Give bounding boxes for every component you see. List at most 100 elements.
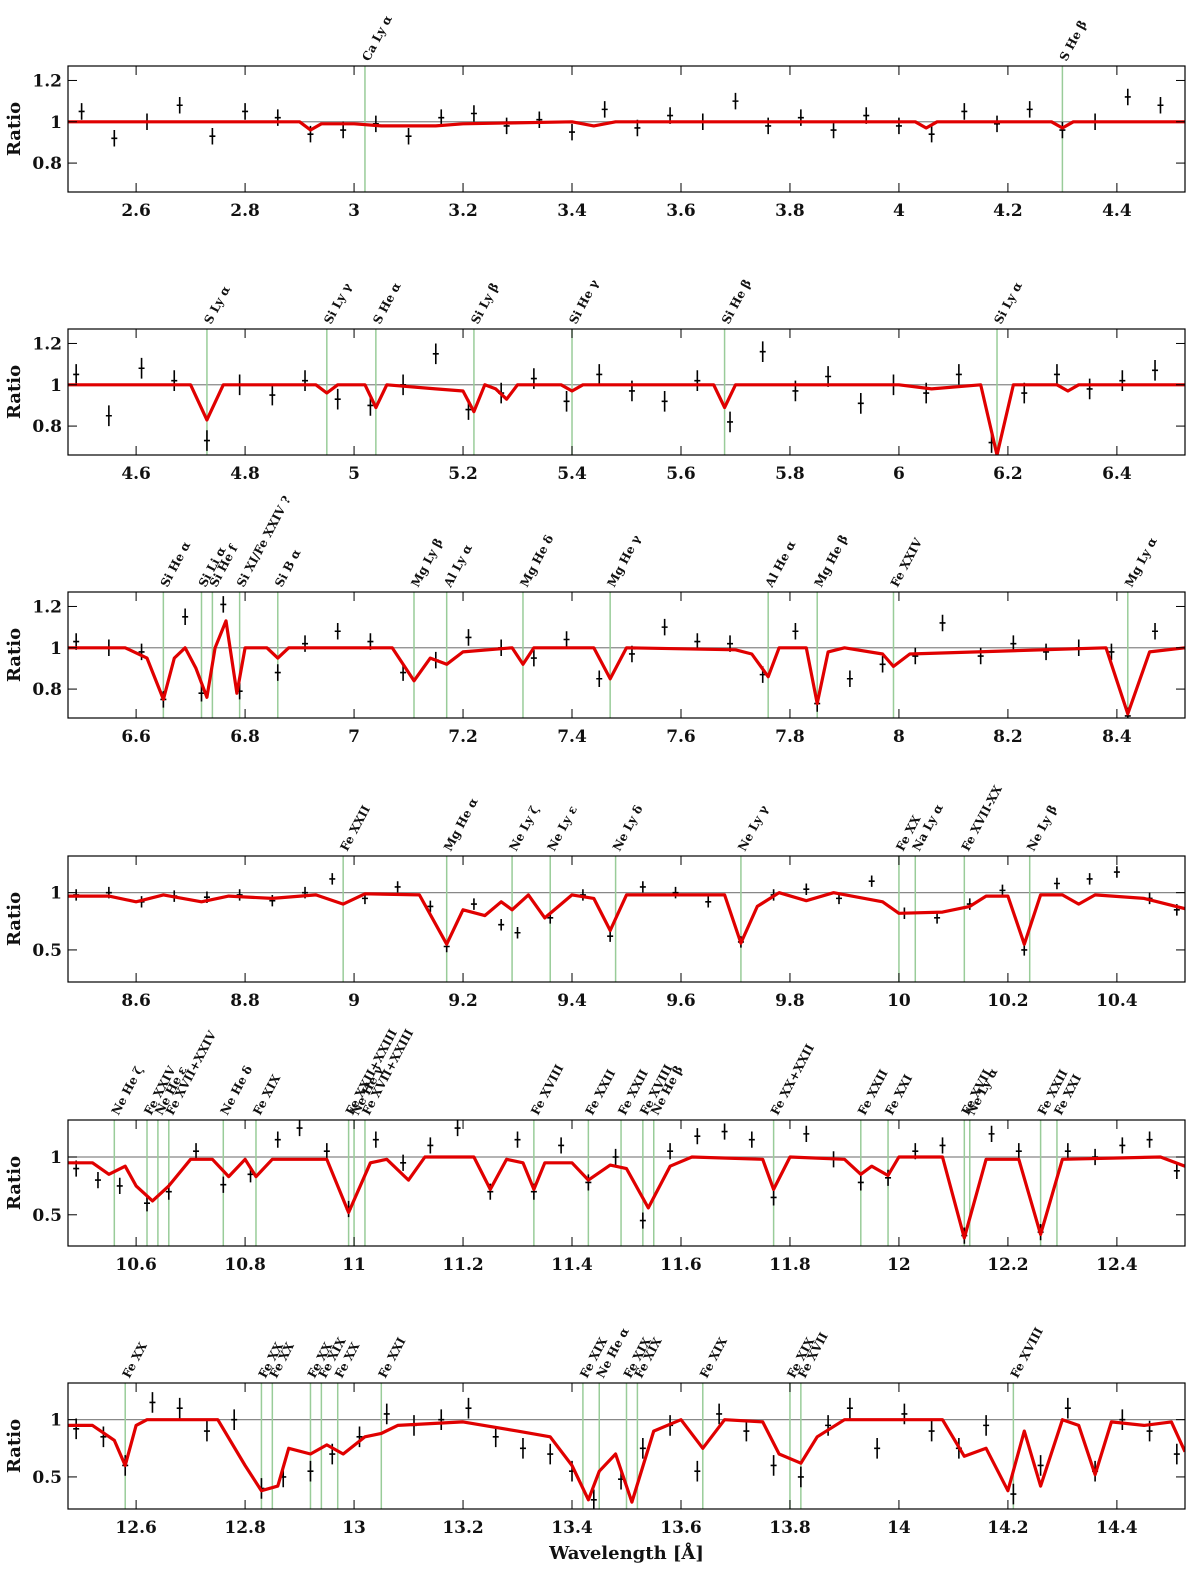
plot-area [68,856,1185,982]
data-point [383,1403,390,1425]
data-point [323,1143,330,1160]
x-tick-label: 4.8 [230,464,260,484]
y-tick-label: 0.8 [32,680,62,700]
x-tick-label: 5.6 [666,464,696,484]
data-point [955,364,962,385]
y-tick-label: 1 [50,884,62,904]
y-axis-label: Ratio [4,628,25,682]
data-point [1173,1443,1180,1465]
data-point [176,1397,183,1419]
line-label: Fe XVII-XX [959,782,1006,853]
x-tick-label: 7.8 [775,727,805,747]
plot-area [68,329,1185,455]
data-point [220,596,227,613]
x-axis-label: Wavelength [Å] [548,1541,704,1564]
model-curve [68,891,1185,946]
data-point [470,898,477,910]
data-point [1064,1397,1071,1419]
x-tick-label: 12.4 [1096,1255,1138,1275]
line-label: Si Ly α [991,279,1025,326]
plot-area [68,66,1185,192]
data-point [661,618,668,636]
data-point [427,900,434,913]
data-point [934,912,941,924]
x-tick-label: 3.8 [775,201,805,221]
data-point [1113,866,1120,878]
data-point [1124,88,1131,106]
data-point [825,1415,832,1436]
data-point [514,927,521,939]
line-label: S He α [370,280,404,327]
data-point [73,1418,80,1440]
data-point [274,109,281,126]
x-tick-label: 7.4 [557,727,587,747]
line-label: Fe XXIV [888,535,926,589]
data-point [198,684,205,702]
plot-area [68,1383,1185,1509]
x-tick-label: 11.6 [660,1255,701,1275]
line-label: Si B α [272,547,304,590]
x-tick-label: 13.2 [442,1518,483,1538]
y-tick-label: 1 [50,639,62,659]
y-tick-label: 0.8 [32,154,62,174]
line-label: Si He β [719,277,754,326]
data-point [694,633,701,650]
line-label: Mg Ly β [408,536,445,589]
x-tick-label: 14.2 [987,1518,1028,1538]
x-tick-label: 6.2 [993,464,1023,484]
data-point [209,127,216,145]
data-point [596,670,603,688]
data-point [716,1403,723,1425]
panel: Ca Ly α S He β 2.6 2.8 3 3.2 3.4 3.6 3.8 4 4.2 4.4 0… [4,13,1186,221]
x-tick-label: 9.2 [448,991,478,1011]
y-tick-label: 1.2 [32,71,62,91]
x-tick-label: 7.2 [448,727,478,747]
data-point [770,1455,777,1476]
x-tick-label: 3 [348,201,360,221]
data-point [171,370,178,391]
x-tick-label: 2.8 [230,201,260,221]
y-tick-label: 1 [50,1411,62,1431]
x-tick-label: 4.2 [993,201,1023,221]
x-tick-label: 2.6 [121,201,151,221]
data-point [797,109,804,126]
x-tick-label: 3.4 [557,201,587,221]
x-tick-label: 8.2 [993,727,1023,747]
data-point [149,1392,156,1413]
line-label: Fe XXII [337,803,373,854]
data-point [705,896,712,908]
data-point [612,1148,619,1166]
line-label: Fe XX [119,1339,150,1380]
x-tick-label: 6.8 [230,727,260,747]
plot-area [68,592,1185,718]
y-tick-label: 0.8 [32,417,62,437]
y-tick-label: 0.5 [32,1468,62,1488]
line-label: Mg Ly α [1122,535,1160,589]
x-tick-label: 3.2 [448,201,478,221]
line-label: Fe XIX [697,1334,730,1380]
y-tick-label: 1 [50,376,62,396]
data-point [329,873,336,885]
data-point [1021,944,1028,956]
axes-frame [67,1119,1186,1247]
x-tick-label: 5 [348,464,360,484]
panel: S Ly α Si Ly γ S He α Si Ly β Si He γ Si He β… [4,277,1186,484]
data-point [427,1137,434,1154]
data-point [846,670,853,688]
data-point [563,631,570,648]
data-point [590,1489,597,1509]
line-label: Si He γ [566,277,601,326]
line-label: Ne Ly δ [610,803,646,854]
data-point [607,930,614,942]
data-point [203,1420,210,1442]
data-point [356,1426,363,1448]
model-curve [68,1155,1185,1240]
x-tick-label: 13.6 [660,1518,701,1538]
x-tick-label: 13.4 [551,1518,593,1538]
data-point [895,117,902,135]
data-point [727,411,734,433]
data-point [765,117,772,135]
x-tick-label: 12.6 [115,1518,156,1538]
line-label: Al He α [762,538,799,590]
x-tick-label: 11.4 [551,1255,593,1275]
